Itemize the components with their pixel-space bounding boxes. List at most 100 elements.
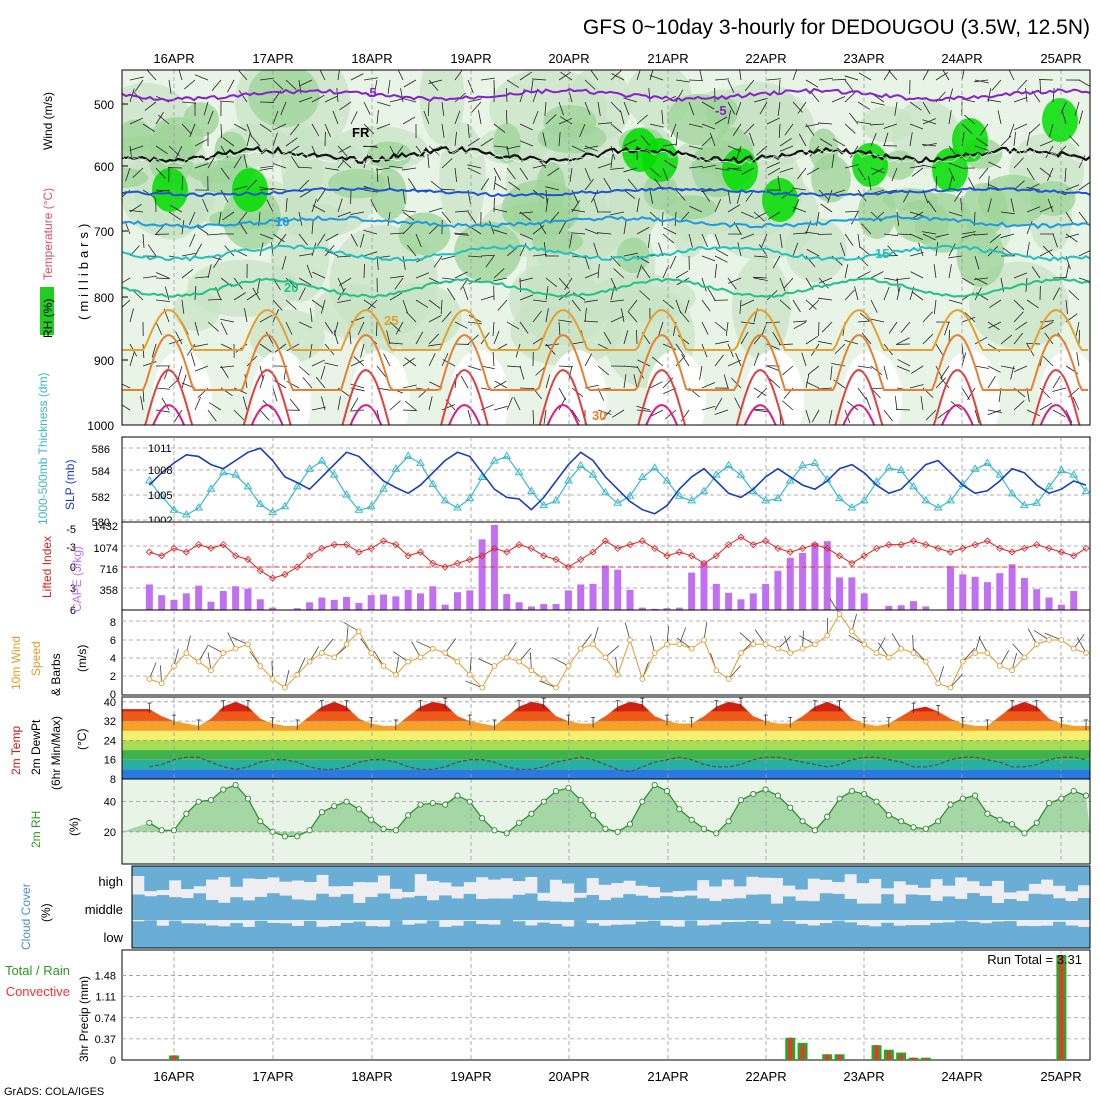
wind-barb — [688, 165, 703, 169]
rh2m-point — [1021, 830, 1028, 837]
rh2m-point — [306, 827, 313, 834]
wind-barb — [492, 352, 495, 367]
cloud-low-cell — [819, 923, 833, 948]
wind10m-tick: 4 — [110, 653, 116, 665]
wind-barb — [759, 101, 768, 115]
rh2m-point — [540, 798, 547, 805]
temp2m-tick: 32 — [104, 716, 116, 728]
wind10m-point — [516, 658, 522, 665]
wind-barb — [207, 321, 219, 332]
thickness-point — [231, 470, 240, 478]
wind10m-barb — [321, 638, 334, 654]
wind-barb — [129, 352, 135, 367]
wind-barb — [978, 167, 989, 180]
cloud-low-cell — [807, 925, 821, 948]
rh2m-point — [183, 810, 190, 817]
wind-barb — [767, 211, 781, 220]
wind-barb — [1008, 70, 1015, 81]
wind-barb — [181, 101, 196, 104]
wind10m-barb — [271, 660, 273, 680]
wind10m-point — [577, 645, 584, 652]
lifted-index-tick: 6 — [70, 605, 76, 617]
wind-barb — [988, 321, 1002, 329]
wind-barb — [922, 311, 933, 323]
wind-barb — [404, 357, 417, 367]
wind-barb — [935, 377, 946, 389]
rh-blob — [616, 237, 650, 274]
wind-barb — [1052, 387, 1067, 392]
wind-barb — [909, 233, 923, 240]
rh2m-point — [479, 815, 486, 822]
wind-barb — [376, 167, 391, 171]
lifted-index-point — [318, 544, 326, 552]
cape-bar — [441, 604, 449, 610]
cloud-high-cell — [758, 866, 771, 878]
wind-barb — [662, 167, 669, 182]
wind-barb — [649, 123, 664, 128]
cloud-high-cell — [365, 866, 378, 883]
wind-barb — [389, 98, 404, 103]
wind-barb — [714, 116, 728, 125]
rh2m-point — [885, 812, 892, 819]
wind10m-barb — [395, 656, 400, 675]
temp-band — [122, 711, 1090, 722]
wind10m-point — [158, 680, 165, 687]
wind10m-point — [861, 641, 868, 648]
wind-barb — [727, 189, 731, 204]
lifted-index-point — [552, 555, 560, 564]
wind-barb — [298, 277, 312, 286]
wind-barb — [285, 198, 288, 213]
wind-barb — [844, 264, 849, 279]
wind-barb — [387, 79, 391, 94]
cape-bar — [145, 584, 153, 610]
wind-barb — [1072, 397, 1080, 411]
wind-barb — [756, 145, 768, 156]
wind-barb — [289, 398, 300, 411]
wind-barb — [389, 165, 404, 169]
lifted-index-point — [367, 544, 375, 552]
cloud-high-cell — [733, 866, 747, 887]
wind-barb — [727, 204, 741, 213]
cloud-low-cell — [893, 925, 907, 948]
rh2m-point — [257, 818, 264, 825]
thickness-point — [650, 463, 660, 471]
rh2m-point — [639, 798, 646, 805]
rh-blob — [1042, 98, 1078, 142]
wind-barb — [620, 308, 625, 323]
wind-barb — [844, 210, 859, 213]
wind-barb — [480, 178, 490, 191]
wind-barb — [238, 211, 248, 224]
wind-barb — [809, 145, 820, 157]
thickness-point — [194, 502, 204, 511]
wind10m-point — [429, 645, 436, 652]
isotherm-10 — [122, 215, 1090, 230]
thickness-point — [218, 467, 228, 476]
cloud-high-cell — [414, 866, 428, 875]
wind-barb — [779, 145, 794, 152]
date-label-top: 19APR — [450, 51, 491, 66]
rh2m-point — [861, 791, 868, 798]
wind-barb — [669, 255, 677, 269]
wind-barb — [129, 117, 143, 125]
cape-tick: 716 — [100, 564, 118, 576]
rh2m-point — [996, 816, 1003, 823]
wind10m-barb — [1011, 652, 1018, 671]
wind-barb — [519, 294, 534, 301]
wind-barb — [467, 255, 482, 258]
wind-barb — [545, 277, 558, 288]
wind-barb — [1078, 277, 1090, 282]
wind-barb — [870, 318, 885, 323]
wind-barb — [636, 255, 650, 264]
wind-barb — [839, 242, 846, 257]
wind10m-unit: (m/s) — [75, 645, 89, 672]
rh-blob — [1030, 181, 1076, 216]
wind-barb — [844, 233, 854, 246]
cloud-high-cell — [893, 866, 907, 882]
wind-barb — [1052, 287, 1061, 301]
wind-barb — [974, 79, 989, 84]
cloud-low-cell — [377, 926, 391, 948]
wind-barb — [478, 110, 482, 125]
wind-barb — [752, 276, 768, 279]
cloud-high-cell — [1016, 866, 1029, 891]
isotherm-freezing — [122, 145, 1090, 165]
